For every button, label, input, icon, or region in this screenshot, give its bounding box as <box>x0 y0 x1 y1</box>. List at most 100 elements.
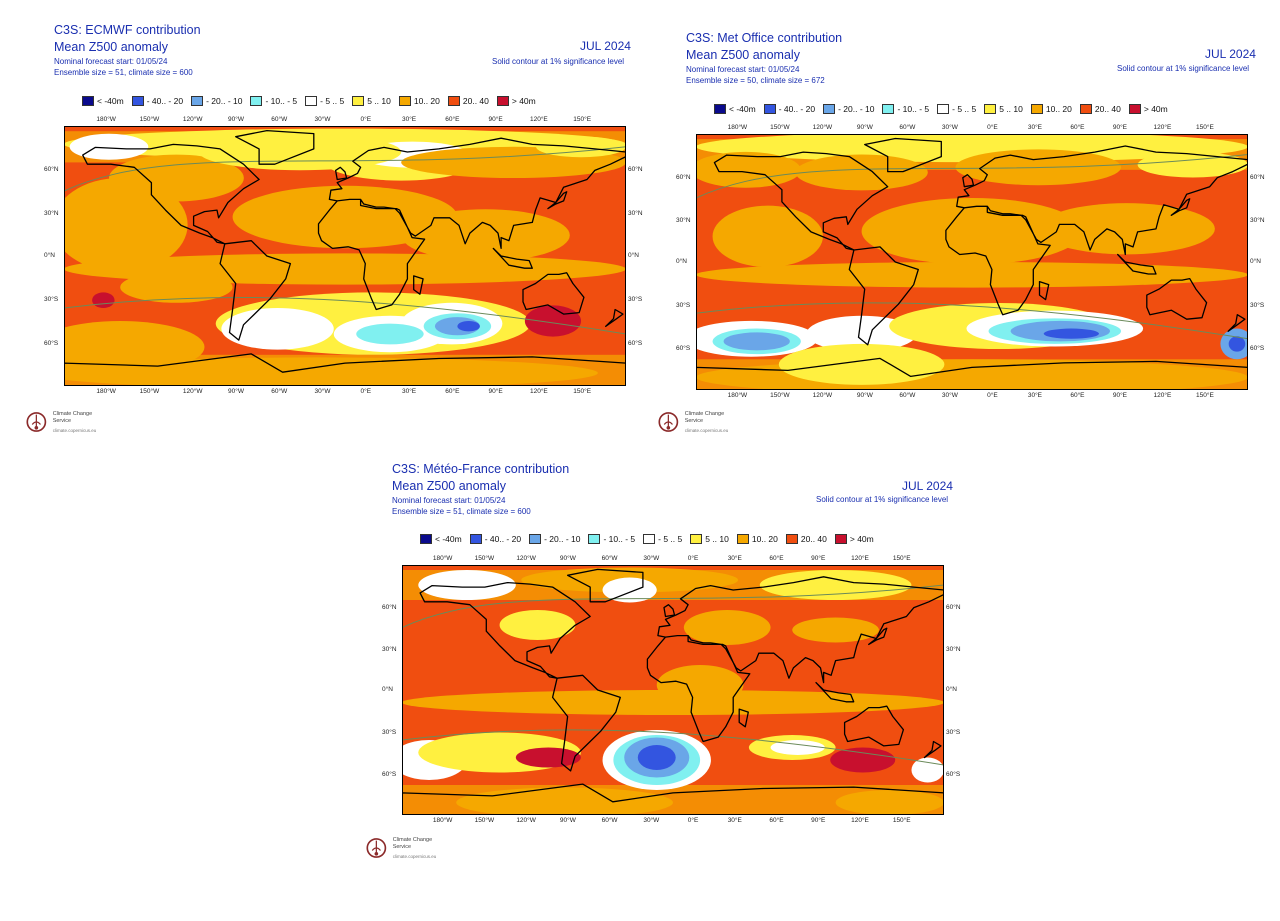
legend-item: - 10.. - 5 <box>882 104 929 114</box>
anomaly-region-3 <box>759 570 912 600</box>
lat-tick-label: 60°N <box>1250 173 1265 181</box>
forecast-month: JUL 2024 <box>1205 47 1256 61</box>
lon-tick-label: 120°E <box>1153 392 1172 399</box>
lat-tick-label: 0°N <box>382 686 393 693</box>
lon-tick-label: 150°E <box>573 116 592 123</box>
lat-tick-label: 0°N <box>946 686 957 693</box>
lat-tick-label: 60°N <box>44 166 59 174</box>
anomaly-region-11 <box>723 332 790 351</box>
continent-outline-2 <box>848 246 919 346</box>
legend-label: < -40m <box>97 96 124 106</box>
anomaly-region-21 <box>456 787 673 815</box>
legend-label: 20.. 40 <box>1094 104 1121 114</box>
legend-item: - 40.. - 20 <box>469 534 522 544</box>
continent-outline-6 <box>64 353 626 386</box>
lon-tick-label: 150°W <box>770 124 790 131</box>
lat-tick-label: 30°N <box>628 210 643 218</box>
anomaly-region-20 <box>457 321 480 332</box>
continent-outline-1 <box>864 137 942 173</box>
legend-label: - 10.. - 5 <box>265 96 298 106</box>
lon-tick-label: 180°W <box>432 555 453 562</box>
lat-tick-label: 60°N <box>628 166 643 174</box>
panel-subtitle: Mean Z500 anomaly <box>54 40 168 54</box>
lon-tick-label: 180°W <box>727 392 748 399</box>
legend-swatch <box>690 534 703 544</box>
anomaly-region-20 <box>911 757 944 783</box>
legend-item: - 20.. - 10 <box>529 534 580 544</box>
lat-tick-label: 30°N <box>1250 217 1265 225</box>
forecast-start: Nominal forecast start: 01/05/24 <box>686 65 800 74</box>
lon-tick-label: 60°E <box>769 555 784 562</box>
z500-anomaly-map <box>696 134 1248 390</box>
lon-tick-label: 180°W <box>432 817 453 824</box>
logo-name: Climate Change Service <box>52 410 93 424</box>
lat-tick-label: 0°N <box>676 258 687 265</box>
continent-outline-7 <box>962 174 975 188</box>
anomaly-region-7 <box>712 205 823 268</box>
anomaly-region-6 <box>1038 203 1215 255</box>
continent-outline-2 <box>219 240 292 341</box>
legend-item: 10.. 20 <box>1030 104 1072 114</box>
lat-tick-label: 60°S <box>1250 345 1265 353</box>
lat-tick-label: 30°S <box>676 301 691 309</box>
z500-anomaly-map <box>64 126 626 386</box>
lon-tick-label: 30°W <box>314 116 331 123</box>
lon-tick-label: 90°W <box>559 555 576 562</box>
legend-label: 5 .. 10 <box>367 96 391 106</box>
legend-label: > 40m <box>849 534 874 544</box>
legend-item: 10.. 20 <box>736 534 778 544</box>
lon-tick-label: 0°E <box>687 555 699 562</box>
legend-label: - 10.. - 5 <box>897 104 930 114</box>
anomaly-region-17 <box>1043 328 1099 339</box>
legend-item: - 10.. - 5 <box>588 534 635 544</box>
lon-tick-label: 30°E <box>401 388 417 395</box>
color-legend: < -40m - 40.. - 20 - 20.. - 10 - 10.. - 5 - … <box>82 96 544 106</box>
legend-swatch <box>643 534 656 544</box>
lat-tick-label: 30°N <box>676 217 691 225</box>
panel-subtitle: Mean Z500 anomaly <box>686 48 800 62</box>
anomaly-region-23 <box>524 305 582 337</box>
lat-tick-label: 30°S <box>628 296 643 304</box>
z500-anomaly-map <box>402 565 944 815</box>
continent-outline-0 <box>82 143 260 245</box>
continent-outline-6 <box>402 783 944 815</box>
map-frame <box>402 565 944 815</box>
legend-item: < -40m <box>82 96 124 106</box>
lon-tick-label: 90°E <box>811 817 826 824</box>
continent-outline-5 <box>843 705 905 747</box>
legend-label: - 40.. - 20 <box>484 534 522 544</box>
lon-tick-label: 150°W <box>770 392 790 399</box>
lat-tick-label: 60°S <box>946 771 961 778</box>
legend-label: 5 .. 10 <box>705 534 729 544</box>
significance-contour-south <box>64 296 626 335</box>
lat-axis-left: 60°N 30°N 0°N 30°S 60°S <box>382 565 402 815</box>
legend-label: 10.. 20 <box>1045 104 1072 114</box>
lon-tick-label: 0°E <box>987 392 998 399</box>
lon-tick-label: 30°W <box>643 555 660 562</box>
lat-tick-label: 30°S <box>946 728 961 736</box>
lat-tick-label: 60°N <box>382 603 397 611</box>
logo-text: Climate Change Service climate.copernicus… <box>393 837 442 860</box>
significance-note: Solid contour at 1% significance level <box>492 57 625 66</box>
continent-outline-8 <box>1170 198 1191 216</box>
logo-name: Climate Change Service <box>392 836 433 850</box>
anomaly-region-9 <box>232 185 458 249</box>
continent-outline-0 <box>419 581 591 679</box>
lon-tick-label: 60°W <box>899 124 916 131</box>
continent-outline-4 <box>413 275 424 295</box>
legend-label: - 10.. - 5 <box>603 534 636 544</box>
ensemble-size: Ensemble size = 51, climate size = 600 <box>54 68 193 77</box>
anomaly-region-5 <box>861 198 1083 265</box>
anomaly-region-0 <box>418 570 516 600</box>
lon-tick-label: 120°E <box>851 555 869 562</box>
legend-swatch <box>834 534 847 544</box>
lon-tick-label: 60°W <box>899 392 916 399</box>
continent-outline-5 <box>522 272 585 315</box>
lon-tick-label: 180°W <box>96 116 116 123</box>
continent-outline-9 <box>492 247 533 269</box>
forecast-month: JUL 2024 <box>580 39 631 53</box>
lon-tick-label: 90°E <box>488 388 503 395</box>
legend-label: - 5 .. 5 <box>952 104 977 114</box>
anomaly-region-11 <box>515 747 581 768</box>
lon-tick-label: 30°W <box>941 392 958 399</box>
